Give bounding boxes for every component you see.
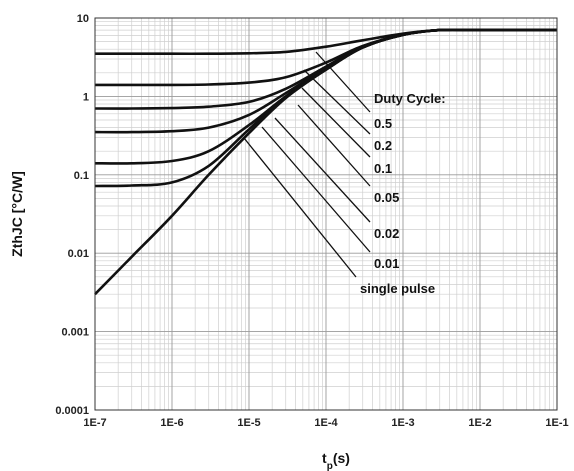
x-tick-label: 1E-1: [545, 417, 568, 429]
duty-cycle-label-0.1: 0.1: [374, 161, 392, 176]
plot-frame: [94, 17, 558, 411]
leader-line-0.01: [261, 126, 371, 253]
x-tick-label: 1E-2: [468, 417, 491, 429]
y-tick-label: 0.001: [61, 327, 89, 339]
leader-line-0.02: [274, 117, 371, 223]
y-tick-label: 0.1: [74, 170, 89, 182]
x-tick-label: 1E-4: [314, 417, 338, 429]
leader-line-single-pulse: [243, 137, 357, 278]
y-tick-labels: 0.0001 0.001 0.01 0.1 1 10: [55, 13, 89, 417]
duty-cycle-labels: Duty Cycle: 0.5 0.2 0.1 0.05 0.02 0.01 single p…: [360, 91, 446, 296]
duty-cycle-label-0.01: 0.01: [374, 256, 399, 271]
duty-cycle-label-single-pulse: single pulse: [360, 281, 435, 296]
y-tick-label: 1: [83, 91, 89, 103]
leader-line-0.2: [303, 69, 371, 135]
duty-cycle-label-0.5: 0.5: [374, 116, 392, 131]
duty-cycle-label-0.05: 0.05: [374, 190, 399, 205]
duty-cycle-label-0.02: 0.02: [374, 226, 399, 241]
series-lines: [94, 28, 557, 296]
x-axis-label: tp(s): [322, 450, 350, 471]
x-tick-label: 1E-3: [391, 417, 414, 429]
leader-line-0.05: [297, 104, 371, 187]
leader-line-0.5: [315, 51, 371, 113]
x-tick-labels: 1E-7 1E-6 1E-5 1E-4 1E-3 1E-2 1E-1: [83, 417, 568, 429]
x-tick-label: 1E-7: [83, 417, 106, 429]
leader-line-0.1: [301, 87, 371, 158]
y-tick-label: 0.01: [68, 248, 89, 260]
series-line-single-pulse: [94, 28, 557, 296]
x-tick-label: 1E-5: [237, 417, 260, 429]
duty-cycle-title: Duty Cycle:: [374, 91, 446, 106]
y-axis-label: ZthJC [°C/W]: [9, 171, 25, 257]
y-tick-label: 10: [77, 13, 89, 25]
duty-cycle-leader-lines: [243, 51, 371, 278]
duty-cycle-label-0.2: 0.2: [374, 138, 392, 153]
y-tick-label: 0.0001: [55, 405, 89, 417]
x-tick-label: 1E-6: [160, 417, 183, 429]
